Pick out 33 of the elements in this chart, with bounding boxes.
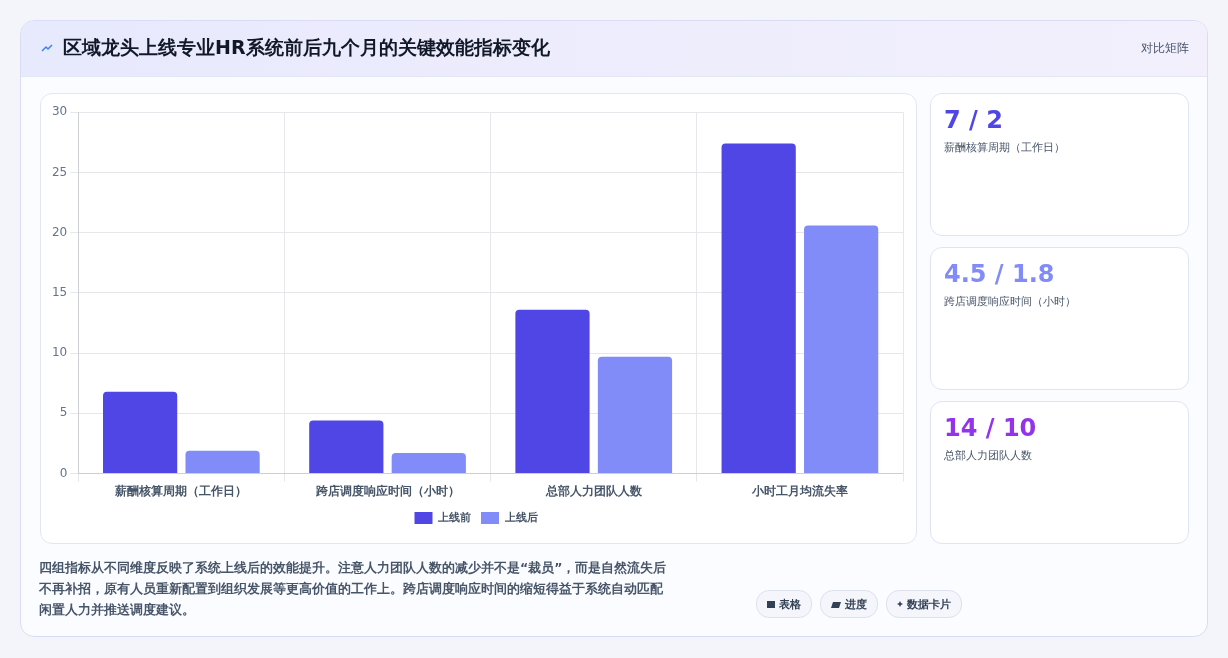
x-tick-label: 跨店调度响应时间（小时） [314, 483, 460, 498]
text: 对比矩阵 [1141, 40, 1189, 57]
text: 薪酬核算周期（工作日） [944, 140, 1065, 155]
bar [185, 450, 260, 474]
y-tick-label: 5 [59, 405, 68, 420]
legend-label: 上线后 [503, 510, 538, 524]
bar [103, 391, 178, 474]
y-tick-label: 15 [51, 285, 68, 300]
x-tick-label: 小时工月均流失率 [750, 483, 848, 498]
y-tick-label: 30 [51, 104, 68, 119]
legend-label: 上线前 [437, 510, 471, 524]
text: 14 / 10 [944, 414, 1037, 442]
chart-title: 区域龙头上线专业HR系统前后九个月的关键效能指标变化 [63, 35, 550, 60]
y-tick-label: 0 [59, 465, 68, 480]
text: 表格 [779, 596, 801, 612]
bar [309, 420, 384, 474]
text: 4.5 / 1.8 [944, 260, 1055, 288]
text: 总部人力团队人数 [944, 448, 1032, 463]
text: 7 / 2 [944, 106, 1003, 134]
bar [721, 143, 796, 474]
x-tick-label: 总部人力团队人数 [544, 483, 643, 498]
text: 跨店调度响应时间（小时） [944, 294, 1076, 309]
text: 进度 [845, 596, 867, 612]
y-tick-label: 25 [51, 164, 68, 179]
bar [391, 453, 466, 474]
y-tick-label: 20 [51, 224, 68, 239]
bar [804, 225, 879, 474]
x-tick-label: 薪酬核算周期（工作日） [114, 483, 248, 498]
text: 四组指标从不同维度反映了系统上线后的效能提升。注意人力团队人数的减少并不是“裁员”，而是自然流失后不再补招，原有人员重新配置到组织发展等更高价值的工作上。跨店调度响应时间的缩短得益于系统自动匹配闲置人力并推送调度建议。 [39, 559, 668, 619]
bar [597, 356, 673, 474]
bar [515, 309, 590, 474]
y-tick-label: 10 [51, 345, 68, 360]
text: 数据卡片 [907, 596, 951, 612]
